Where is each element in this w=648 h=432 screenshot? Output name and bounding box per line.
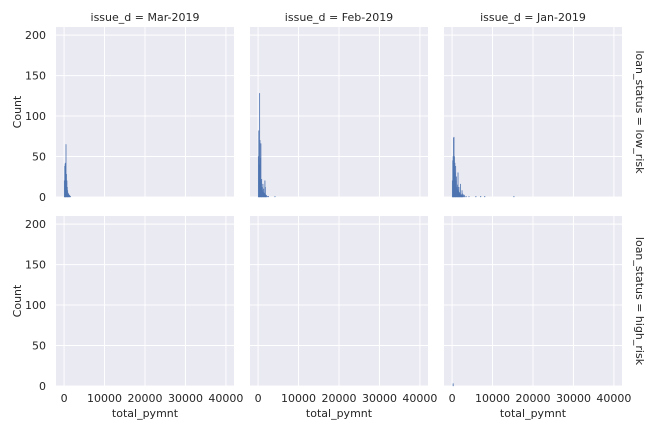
facet-panel-r1c1 — [250, 216, 428, 387]
histogram-bar — [274, 196, 276, 198]
histogram-bar — [513, 196, 515, 198]
x-tick-label: 20000 — [322, 392, 357, 405]
x-tick-label: 40000 — [596, 392, 631, 405]
x-tick-label: 20000 — [128, 392, 163, 405]
histogram-bar — [462, 195, 464, 198]
y-tick-label: 150 — [25, 259, 46, 272]
histogram-bar — [268, 196, 269, 198]
x-tick-label: 30000 — [556, 392, 591, 405]
y-tick-label: 200 — [25, 218, 46, 231]
histogram-bar — [465, 196, 467, 198]
x-tick-label: 10000 — [87, 392, 122, 405]
histogram-bar — [463, 194, 465, 198]
y-tick-label: 100 — [25, 110, 46, 123]
histogram-bar — [266, 196, 268, 198]
facet-panel-r0c2 — [444, 27, 622, 198]
facet-column-title: issue_d = Mar-2019 — [91, 11, 200, 24]
y-axis-label: Count — [11, 284, 24, 317]
x-tick-label: 0 — [255, 392, 262, 405]
histogram-bar — [484, 196, 486, 198]
x-tick-label: 10000 — [475, 392, 510, 405]
x-axis-label: total_pymnt — [500, 407, 567, 420]
histogram-bar — [475, 196, 477, 198]
histogram-bar — [266, 195, 267, 198]
y-axis-label: Count — [11, 95, 24, 128]
histogram-bar — [468, 196, 470, 198]
facet-panel-r1c2 — [444, 216, 622, 387]
x-tick-label: 30000 — [168, 392, 203, 405]
x-tick-label: 40000 — [208, 392, 243, 405]
x-tick-label: 20000 — [516, 392, 551, 405]
facet-column-title: issue_d = Feb-2019 — [285, 11, 393, 24]
x-tick-label: 0 — [61, 392, 68, 405]
x-axis-label: total_pymnt — [112, 407, 179, 420]
y-tick-label: 0 — [39, 380, 46, 393]
facet-column-title: issue_d = Jan-2019 — [480, 11, 586, 24]
y-tick-label: 150 — [25, 70, 46, 83]
x-axis-label: total_pymnt — [306, 407, 373, 420]
y-tick-label: 0 — [39, 191, 46, 204]
histogram-bar — [70, 196, 71, 198]
facet-panel-r0c1 — [250, 27, 428, 198]
histogram-bar — [464, 195, 465, 198]
y-tick-label: 50 — [32, 340, 46, 353]
facet-row-title: loan_status = high_risk — [633, 237, 646, 366]
y-tick-label: 100 — [25, 299, 46, 312]
x-tick-label: 30000 — [362, 392, 397, 405]
histogram-bar — [69, 195, 71, 198]
y-tick-label: 50 — [32, 151, 46, 164]
histogram-bar — [452, 383, 454, 387]
facet-row-title: loan_status = low_risk — [633, 51, 646, 175]
y-tick-label: 200 — [25, 29, 46, 42]
x-tick-label: 10000 — [281, 392, 316, 405]
facet-panel-r1c0 — [56, 216, 234, 387]
x-tick-label: 0 — [449, 392, 456, 405]
histogram-bar — [480, 196, 482, 198]
x-tick-label: 40000 — [402, 392, 437, 405]
facet-panel-r0c0 — [56, 27, 234, 198]
